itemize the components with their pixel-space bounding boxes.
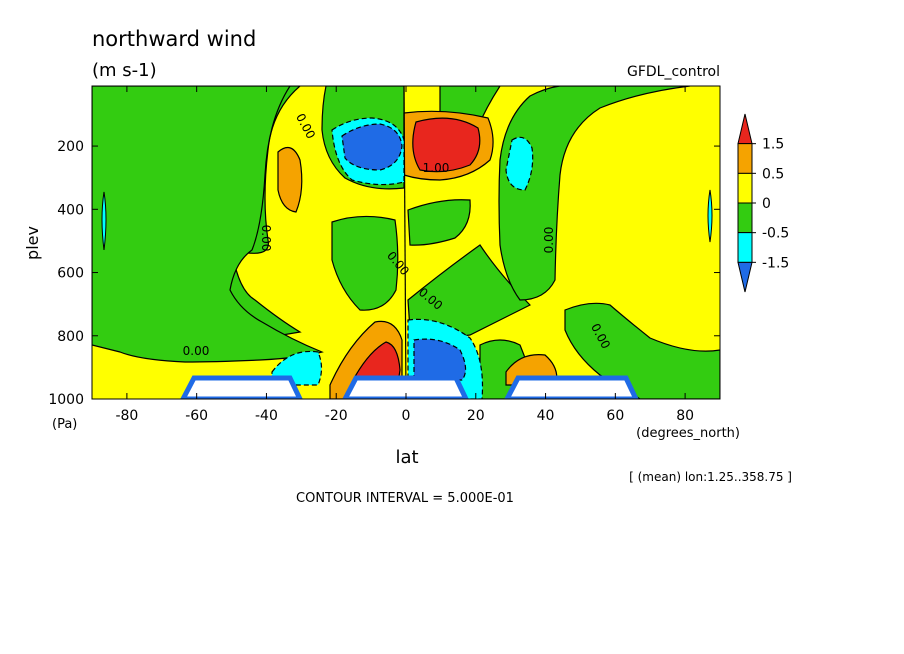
contour-region bbox=[331, 215, 399, 311]
colorbar-swatch bbox=[737, 202, 753, 234]
contour-region bbox=[101, 191, 107, 251]
contour-label: 0.00 bbox=[183, 344, 210, 358]
x-tick-label: 80 bbox=[676, 408, 694, 424]
chart-title: northward wind bbox=[92, 27, 256, 51]
colorbar-label: -1.5 bbox=[762, 255, 789, 271]
contour-region bbox=[505, 136, 534, 191]
contour-label: 0.00 bbox=[542, 227, 556, 254]
contour-interval-label: CONTOUR INTERVAL = 5.000E-01 bbox=[296, 491, 514, 506]
contour-label: 0.00 bbox=[259, 225, 273, 252]
contour-region bbox=[277, 146, 303, 213]
contour-region bbox=[564, 302, 720, 399]
chart-units: (m s-1) bbox=[92, 60, 157, 81]
x-tick-label: -60 bbox=[185, 408, 208, 424]
y-units-label: (Pa) bbox=[52, 417, 77, 432]
x-tick-label: 20 bbox=[467, 408, 485, 424]
contour-region bbox=[92, 86, 324, 363]
colorbar-label: 0 bbox=[762, 196, 771, 212]
y-tick-label: 800 bbox=[57, 329, 84, 345]
colorbar-label: 0.5 bbox=[762, 166, 784, 182]
plot-area bbox=[92, 86, 720, 399]
x-tick-label: 0 bbox=[402, 408, 411, 424]
contour-region bbox=[707, 189, 713, 243]
colorbar-swatch bbox=[737, 232, 753, 263]
x-tick-label: -80 bbox=[115, 408, 138, 424]
x-tick-label: -20 bbox=[325, 408, 348, 424]
x-axis-title: lat bbox=[395, 447, 418, 468]
contour-region bbox=[341, 123, 403, 171]
x-tick-label: -40 bbox=[255, 408, 278, 424]
contour-region bbox=[413, 338, 467, 381]
y-tick-label: 600 bbox=[57, 266, 84, 282]
x-units-label: (degrees_north) bbox=[636, 426, 740, 441]
colorbar: 1.5 0.5 0 -0.5 -1.5 bbox=[737, 113, 789, 293]
contour-label: 1.00 bbox=[423, 161, 450, 175]
y-axis: 200 400 600 800 1000 bbox=[48, 139, 720, 408]
y-axis-title: plev bbox=[23, 226, 42, 260]
contour-region bbox=[412, 117, 481, 173]
zero-contour-line bbox=[403, 86, 407, 399]
dataset-label: GFDL_control bbox=[627, 64, 720, 80]
colorbar-swatch bbox=[737, 261, 753, 293]
x-axis: -80 -60 -40 -20 0 20 40 60 80 bbox=[115, 86, 694, 424]
x-tick-label: 60 bbox=[606, 408, 624, 424]
colorbar-swatch bbox=[737, 113, 753, 145]
colorbar-label: -0.5 bbox=[762, 226, 789, 242]
x-tick-label: 40 bbox=[537, 408, 555, 424]
topography-mask bbox=[504, 375, 639, 399]
y-tick-label: 1000 bbox=[48, 392, 84, 408]
contour-region bbox=[498, 86, 691, 301]
topography-mask bbox=[180, 375, 303, 399]
colorbar-label: 1.5 bbox=[762, 137, 784, 153]
topography-mask bbox=[342, 375, 469, 399]
contour-region bbox=[407, 199, 471, 246]
y-tick-label: 400 bbox=[57, 202, 84, 218]
colorbar-swatch bbox=[737, 172, 753, 204]
mean-note: [ (mean) lon:1.25..358.75 ] bbox=[629, 470, 792, 484]
y-tick-label: 200 bbox=[57, 139, 84, 155]
colorbar-swatch bbox=[737, 143, 753, 174]
